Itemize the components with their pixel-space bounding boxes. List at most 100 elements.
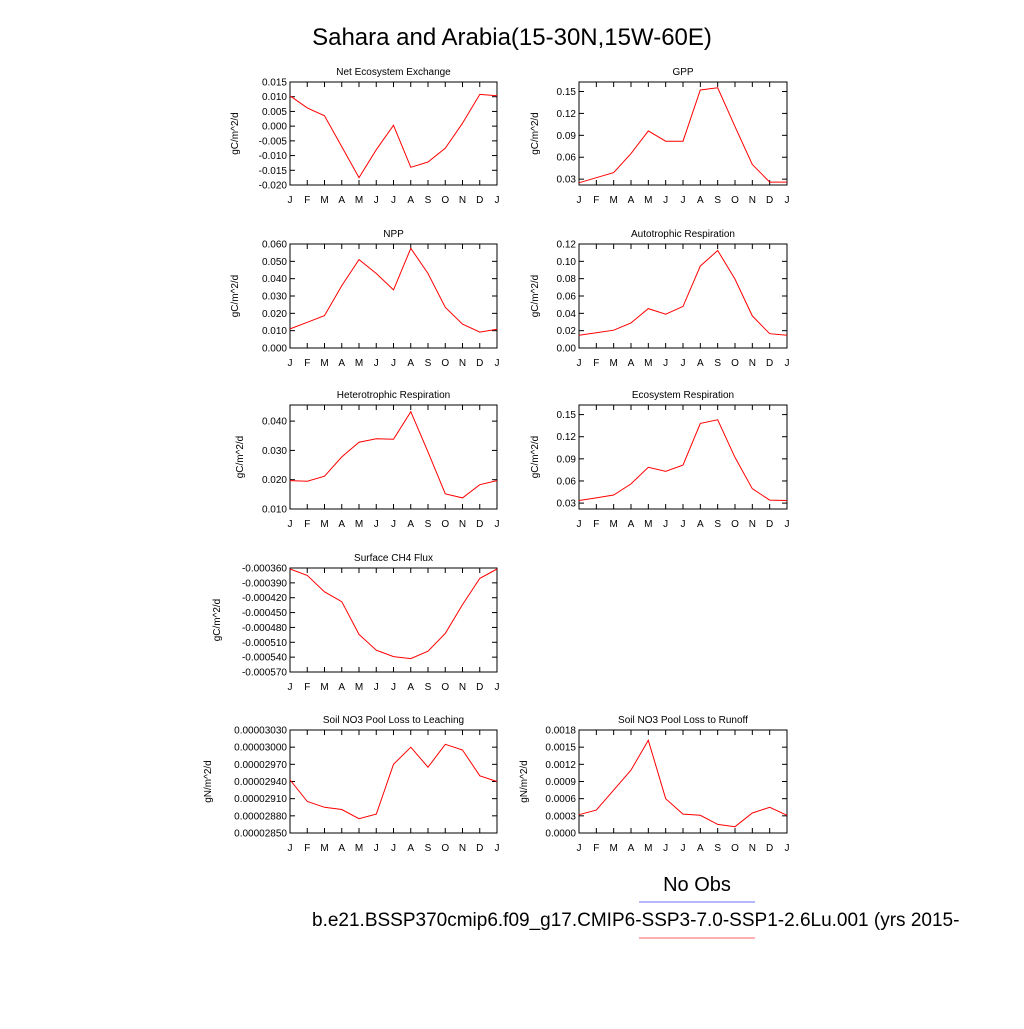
y-tick-label: 0.10: [557, 257, 577, 268]
x-tick-label: M: [355, 195, 363, 206]
x-tick-label: A: [697, 195, 704, 206]
x-tick-label: A: [628, 195, 635, 206]
x-tick-label: A: [697, 358, 704, 369]
x-tick-label: A: [338, 358, 345, 369]
x-tick-label: O: [731, 358, 739, 369]
y-axis-label: gC/m^2/d: [530, 275, 541, 318]
y-tick-label: 0.060: [262, 240, 287, 251]
x-tick-label: N: [749, 195, 756, 206]
y-tick-label: 0.020: [262, 309, 287, 320]
x-tick-label: F: [304, 519, 310, 530]
y-axis-label: gN/m^2/d: [203, 760, 214, 803]
y-tick-label: 0.06: [557, 153, 577, 164]
x-tick-label: N: [749, 358, 756, 369]
y-axis-label: gC/m^2/d: [230, 112, 241, 155]
x-tick-label: O: [731, 195, 739, 206]
y-tick-label: 0.0000: [545, 829, 576, 840]
x-tick-label: O: [441, 358, 449, 369]
y-tick-label: 0.12: [557, 240, 577, 251]
y-tick-label: -0.000360: [242, 564, 287, 575]
x-tick-label: M: [320, 843, 328, 854]
plot-frame: [289, 404, 498, 510]
x-tick-label: J: [785, 195, 790, 206]
series-line: [289, 247, 498, 333]
y-tick-label: 0.0012: [545, 760, 576, 771]
panel-title: Ecosystem Respiration: [632, 390, 734, 401]
x-tick-label: J: [288, 519, 293, 530]
x-tick-label: S: [425, 682, 432, 693]
y-tick-label: -0.015: [259, 166, 288, 177]
x-tick-label: O: [731, 519, 739, 530]
x-tick-label: F: [593, 358, 599, 369]
x-tick-label: O: [441, 682, 449, 693]
y-tick-label: 0.06: [557, 476, 577, 487]
x-tick-label: S: [714, 519, 721, 530]
x-tick-label: D: [476, 195, 483, 206]
y-tick-label: 0.02: [557, 326, 577, 337]
x-tick-label: M: [320, 195, 328, 206]
x-tick-label: J: [374, 519, 379, 530]
x-tick-label: A: [407, 682, 414, 693]
x-tick-label: J: [391, 682, 396, 693]
y-tick-label: 0.020: [262, 475, 287, 486]
x-tick-label: N: [459, 682, 466, 693]
x-tick-label: M: [320, 682, 328, 693]
y-tick-label: 0.015: [262, 78, 287, 89]
panel-title: Heterotrophic Respiration: [337, 390, 450, 401]
x-tick-label: D: [766, 195, 773, 206]
x-tick-label: J: [391, 358, 396, 369]
x-tick-label: J: [681, 843, 686, 854]
y-tick-label: 0.08: [557, 274, 577, 285]
y-axis-label: gN/m^2/d: [519, 760, 530, 803]
x-tick-label: D: [766, 519, 773, 530]
x-tick-label: F: [593, 519, 599, 530]
x-tick-label: J: [495, 519, 500, 530]
plot-frame: [578, 81, 788, 186]
series-line: [289, 568, 498, 660]
panel-title: NPP: [383, 229, 404, 240]
x-tick-label: A: [407, 519, 414, 530]
x-tick-label: N: [749, 519, 756, 530]
panel-title: Soil NO3 Pool Loss to Runoff: [618, 715, 748, 726]
y-tick-label: 0.09: [557, 454, 577, 465]
x-tick-label: M: [355, 358, 363, 369]
panel-title: Surface CH4 Flux: [354, 553, 433, 564]
y-tick-label: -0.000570: [242, 668, 287, 679]
x-tick-label: J: [495, 195, 500, 206]
x-tick-label: M: [355, 843, 363, 854]
x-tick-label: A: [407, 358, 414, 369]
x-tick-label: M: [609, 843, 617, 854]
x-tick-label: F: [304, 682, 310, 693]
x-tick-label: O: [441, 519, 449, 530]
plot-frame: [578, 243, 788, 349]
x-tick-label: O: [731, 843, 739, 854]
panel-title: GPP: [672, 67, 693, 78]
x-tick-label: D: [476, 358, 483, 369]
y-tick-label: 0.010: [262, 92, 287, 103]
y-axis-label: gC/m^2/d: [530, 436, 541, 479]
x-tick-label: N: [749, 843, 756, 854]
y-tick-label: 0.12: [557, 109, 577, 120]
x-tick-label: S: [425, 358, 432, 369]
x-tick-label: M: [355, 519, 363, 530]
x-tick-label: J: [663, 843, 668, 854]
x-tick-label: O: [441, 843, 449, 854]
legend-obs-label: No Obs: [663, 874, 731, 896]
x-tick-label: S: [425, 519, 432, 530]
x-tick-label: J: [663, 195, 668, 206]
y-tick-label: 0.040: [262, 417, 287, 428]
y-tick-label: 0.00002970: [234, 760, 287, 771]
y-axis-label: gC/m^2/d: [235, 436, 246, 479]
y-axis-label: gC/m^2/d: [230, 275, 241, 318]
x-tick-label: J: [681, 519, 686, 530]
series-line: [289, 93, 498, 179]
y-tick-label: 0.005: [262, 107, 287, 118]
x-tick-label: M: [320, 519, 328, 530]
